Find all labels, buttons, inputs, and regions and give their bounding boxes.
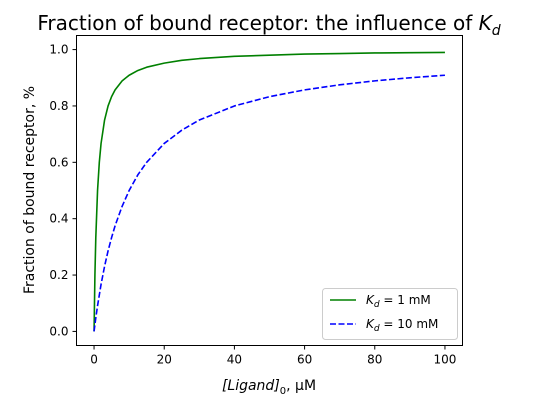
- x-axis-label-suffix: , μM: [286, 378, 316, 394]
- chart-title-subscript: d: [492, 23, 501, 39]
- x-axis-label: [Ligand]0, μM: [222, 378, 316, 397]
- chart-title-symbol: K: [479, 11, 494, 35]
- x-tick-label: 80: [367, 353, 382, 367]
- x-tick-label: 0: [90, 353, 98, 367]
- x-axis-label-symbol: [Ligand]: [222, 378, 280, 394]
- y-axis-ticks: 0.0 0.2 0.4 0.6 0.8 1.0: [49, 43, 77, 338]
- legend-box: [322, 288, 458, 340]
- legend: Kd = 1 mM Kd = 10 mM: [322, 288, 458, 340]
- y-axis-label: Fraction of bound receptor, %: [22, 86, 38, 294]
- x-axis-ticks: 0 20 40 60 80 100: [90, 345, 457, 367]
- series-line-1: [93, 74, 446, 332]
- legend-label-kd-10mm-symbol: K: [366, 317, 375, 331]
- chart-title: Fraction of bound receptor: the influenc…: [37, 11, 500, 39]
- x-axis-label-subscript: 0: [280, 386, 286, 397]
- series-layer: [93, 51, 446, 332]
- legend-label-kd-10mm-suffix: = 10 mM: [380, 317, 439, 331]
- x-tick-label: 100: [434, 353, 457, 367]
- x-tick-label: 40: [227, 353, 242, 367]
- x-tick-label: 20: [157, 353, 172, 367]
- y-tick-label: 0.4: [49, 212, 68, 226]
- legend-label-kd-10mm-subscript: d: [374, 324, 380, 334]
- chart-title-prefix: Fraction of bound receptor: the influenc…: [37, 11, 478, 35]
- legend-label-kd-1mm: Kd = 1 mM: [366, 293, 431, 310]
- y-tick-label: 1.0: [49, 43, 68, 57]
- y-tick-label: 0.0: [49, 324, 68, 338]
- legend-label-kd-1mm-suffix: = 1 mM: [380, 293, 431, 307]
- legend-label-kd-1mm-symbol: K: [366, 293, 375, 307]
- series-line-0: [93, 51, 445, 332]
- y-tick-label: 0.8: [49, 99, 68, 113]
- y-tick-label: 0.6: [49, 155, 68, 169]
- y-tick-label: 0.2: [49, 268, 68, 282]
- legend-label-kd-1mm-subscript: d: [374, 300, 380, 310]
- x-tick-label: 60: [297, 353, 312, 367]
- legend-label-kd-10mm: Kd = 10 mM: [366, 317, 438, 334]
